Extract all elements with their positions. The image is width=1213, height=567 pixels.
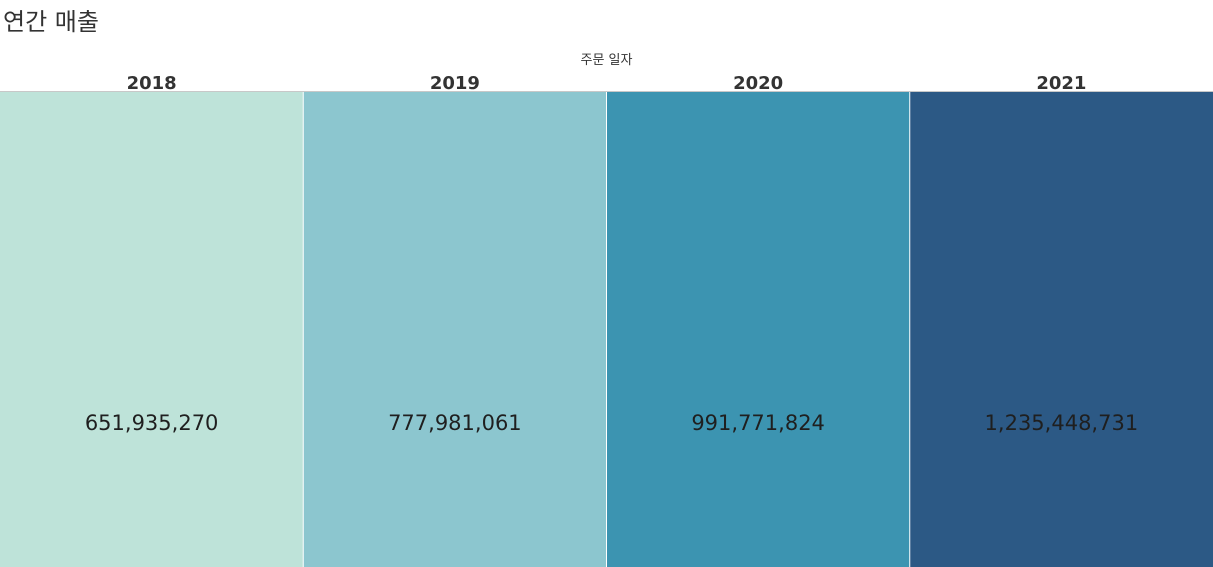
column-header-title: 주문 일자 <box>580 53 633 68</box>
year-label-2020: 2020 <box>733 73 783 94</box>
cell-2018[interactable] <box>0 92 304 567</box>
cell-2020[interactable] <box>606 92 910 567</box>
chart-title: 연간 매출 <box>3 8 99 36</box>
cell-2019[interactable] <box>303 92 607 567</box>
year-label-2019: 2019 <box>430 73 480 94</box>
value-label-2021: 1,235,448,731 <box>985 411 1139 435</box>
year-label-2021: 2021 <box>1036 73 1086 94</box>
cell-2021[interactable] <box>909 92 1213 567</box>
year-label-2018: 2018 <box>127 73 177 94</box>
value-label-2020: 991,771,824 <box>691 411 825 435</box>
value-label-2018: 651,935,270 <box>85 411 219 435</box>
value-label-2019: 777,981,061 <box>388 411 522 435</box>
